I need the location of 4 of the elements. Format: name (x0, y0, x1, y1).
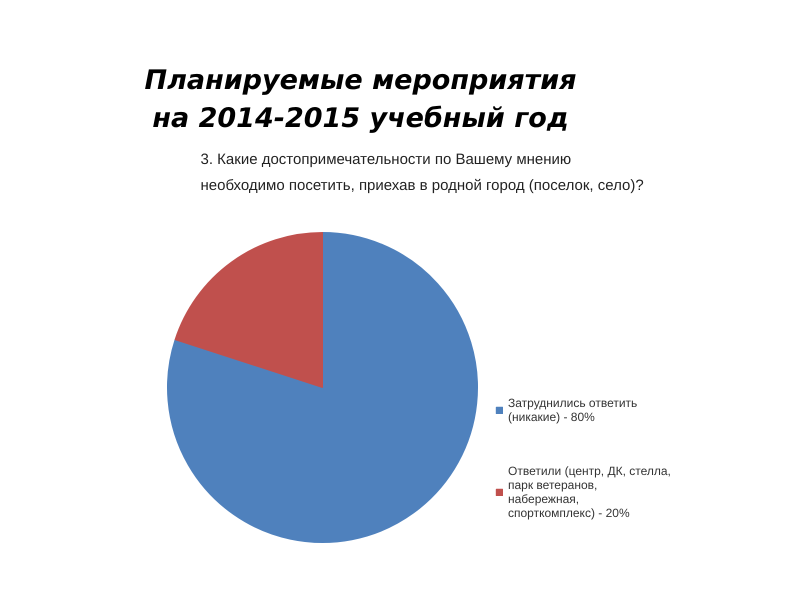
legend-label: Затруднились ответить (никакие) - 80% (508, 396, 638, 424)
chart-title: Планируемые мероприятия на 2014-2015 учебный год (144, 65, 576, 134)
legend-label: Ответили (центр, ДК, стелла, парк ветеранов, набережная, спорткомплекс) - 20% (508, 464, 671, 520)
chart-subtitle: 3. Какие достопримечательности по Вашему мнению необходимо посетить, приехав в родной город (поселок, село)? (200, 151, 644, 194)
